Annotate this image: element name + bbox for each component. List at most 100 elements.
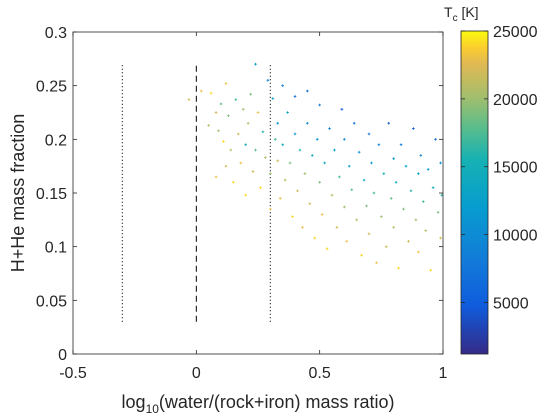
scatter-point (236, 132, 240, 136)
scatter-point (224, 82, 228, 85)
scatter-point (296, 189, 299, 193)
scatter-point (392, 226, 395, 229)
scatter-point (367, 132, 371, 136)
scatter-point (318, 180, 321, 184)
scatter-point (375, 261, 378, 265)
scatter-point (347, 164, 351, 168)
scatter-point (217, 129, 220, 133)
scatter-point (382, 172, 386, 175)
scatter-point (397, 266, 400, 270)
scatter-point (214, 175, 218, 179)
colorbar-tick-label: 15000 (493, 160, 538, 177)
y-tick-label: 0.25 (36, 79, 67, 96)
scatter-point (343, 205, 346, 209)
y-tick-label: 0.1 (45, 240, 67, 257)
scatter-point (259, 186, 262, 189)
reference-lines (121, 64, 271, 322)
scatter-point (436, 211, 440, 214)
scatter-point (387, 121, 391, 125)
axes: -0.5 0 0.5 100.050.10.150.20.250.3 (36, 25, 448, 382)
scatter-point (246, 121, 250, 125)
scatter-point (431, 186, 435, 189)
scatter-point (281, 143, 284, 146)
scatter-point (254, 62, 257, 66)
scatter-point (224, 164, 228, 168)
scatter-point (214, 111, 218, 114)
scatter-point (343, 138, 346, 141)
scatter-point (276, 159, 280, 163)
scatter-point (239, 161, 243, 165)
scatter-point (333, 148, 336, 152)
x-tick-label: 1 (439, 365, 448, 382)
scatter-point (209, 91, 213, 95)
scatter-point (372, 191, 376, 195)
scatter-point (293, 95, 297, 98)
scatter-point (187, 98, 191, 101)
y-tick-label: 0.05 (36, 293, 67, 310)
scatter-point (278, 197, 282, 200)
scatter-point (229, 148, 233, 152)
scatter-point (399, 143, 403, 146)
scatter-point (345, 240, 349, 243)
scatter-point (320, 213, 324, 216)
scatter-point (419, 154, 423, 157)
scatter-point (244, 193, 247, 197)
scatter-point (256, 111, 260, 114)
scatter-point (325, 247, 329, 251)
scatter-point (404, 164, 408, 168)
scatter-point (439, 236, 442, 240)
scatter-point (244, 143, 247, 146)
scatter-point (276, 121, 280, 125)
scatter-point (439, 161, 442, 165)
scatter-point (328, 127, 331, 130)
y-tick-label: 0.2 (45, 132, 67, 149)
x-tick-label: 0 (192, 365, 201, 382)
scatter-point (199, 89, 203, 93)
scatter-point (308, 202, 312, 206)
scatter-point (330, 193, 334, 197)
scatter-point (389, 197, 393, 200)
scatter-point (315, 138, 319, 141)
scatter-point (409, 189, 413, 193)
scatter-point (412, 127, 415, 130)
scatter-point (301, 226, 304, 229)
colorbar-tick-label: 20000 (493, 92, 538, 109)
scatter-point (370, 161, 373, 165)
scatter-point (261, 130, 265, 134)
scatter-point (266, 79, 270, 82)
scatter-point (234, 98, 238, 101)
scatter-point (417, 172, 420, 175)
y-tick-label: 0 (58, 347, 67, 364)
scatter-point (318, 103, 321, 107)
scatter-point (313, 236, 317, 240)
scatter-point (251, 170, 255, 173)
scatter-point (219, 102, 223, 106)
scatter-point (340, 107, 344, 111)
scatter-point (310, 154, 314, 157)
scatter-point (350, 188, 354, 192)
scatter-point (394, 180, 398, 184)
y-axis-label: H+He mass fraction (8, 114, 28, 273)
scatter-point (291, 215, 294, 218)
scatter-point (273, 138, 277, 141)
scatter-point (264, 156, 267, 159)
scatter-point (402, 207, 405, 211)
scatter-point (241, 107, 245, 111)
scatter-point (360, 253, 363, 257)
colorbar-tick-label: 10000 (493, 228, 538, 245)
scatter-point (254, 148, 257, 152)
scatter-point (392, 157, 395, 160)
scatter-point (303, 172, 307, 175)
scatter-point (269, 172, 272, 175)
scatter-point (249, 92, 252, 96)
scatter-point (298, 148, 302, 152)
scatter-point (421, 200, 425, 203)
scatter-point (384, 245, 388, 248)
scatter-point (357, 150, 361, 154)
scatter-point (335, 226, 339, 229)
x-tick-label: 0.5 (309, 365, 331, 382)
x-tick-label: -0.5 (59, 365, 87, 382)
scatter-point (434, 138, 437, 141)
scatter-point (417, 250, 420, 254)
plot-area (73, 32, 443, 354)
